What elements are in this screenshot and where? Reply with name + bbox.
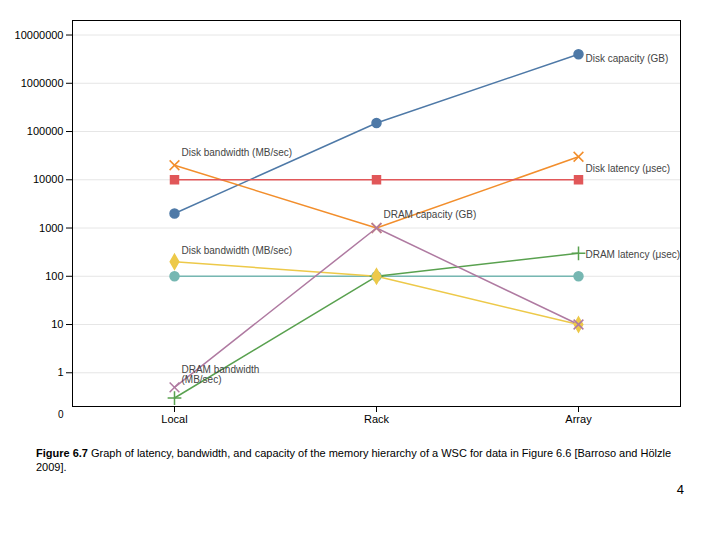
svg-text:1: 1	[57, 366, 63, 378]
svg-text:DRAM bandwidth(MB/sec): DRAM bandwidth(MB/sec)	[182, 364, 260, 385]
svg-text:DRAM capacity (GB): DRAM capacity (GB)	[384, 209, 477, 220]
html-text:4: 4	[676, 482, 684, 497]
svg-text:Array: Array	[565, 413, 592, 425]
svg-text:Disk latency (μsec): Disk latency (μsec)	[586, 163, 671, 174]
svg-text:100000: 100000	[27, 125, 64, 137]
svg-text:Rack: Rack	[364, 413, 390, 425]
svg-text:Disk capacity (GB): Disk capacity (GB)	[586, 53, 669, 64]
html-text:Figure 6.7 Graph of latency, b: Figure 6.7 Graph of latency, bandwidth, …	[36, 447, 672, 473]
svg-text:10000: 10000	[33, 173, 64, 185]
svg-text:Disk bandwidth (MB/sec): Disk bandwidth (MB/sec)	[182, 147, 293, 158]
svg-text:Local: Local	[161, 413, 187, 425]
svg-text:10000000: 10000000	[15, 29, 64, 41]
svg-text:1000000: 1000000	[21, 77, 64, 89]
svg-text:10: 10	[51, 318, 63, 330]
svg-text:Disk bandwidth (MB/sec): Disk bandwidth (MB/sec)	[182, 245, 293, 256]
svg-text:100: 100	[45, 270, 63, 282]
svg-text:0: 0	[58, 409, 64, 420]
svg-text:1000: 1000	[39, 222, 63, 234]
svg-text:DRAM latency (μsec): DRAM latency (μsec)	[586, 249, 681, 260]
